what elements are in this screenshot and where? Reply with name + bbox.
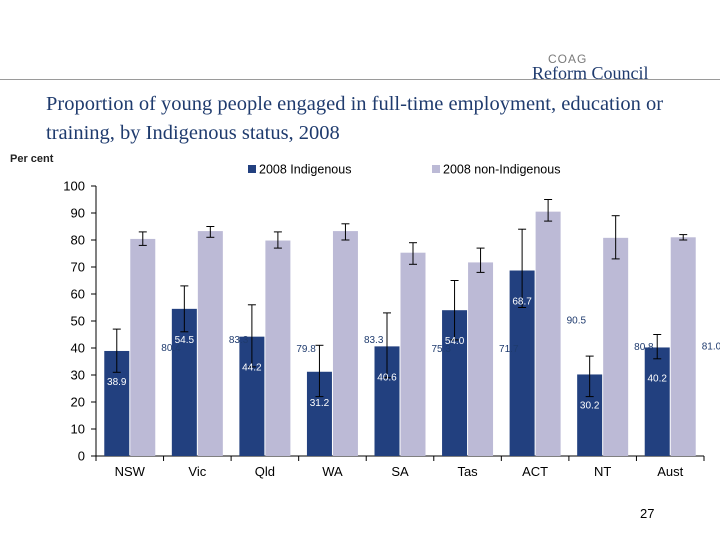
header-divider <box>0 79 720 80</box>
legend-swatch <box>248 165 256 173</box>
data-label: 80.8 <box>634 342 654 353</box>
x-tick-label: NT <box>594 464 611 479</box>
data-label: 75.3 <box>432 344 452 355</box>
x-tick-label: Aust <box>657 464 683 479</box>
data-label: 30.2 <box>580 400 600 411</box>
y-tick-label: 20 <box>71 395 85 410</box>
y-tick-label: 100 <box>63 179 85 194</box>
bar-non-indigenous <box>670 237 696 456</box>
y-tick-label: 0 <box>78 449 85 464</box>
data-label: 90.5 <box>567 316 587 327</box>
data-label: 68.7 <box>512 297 532 308</box>
y-tick-label: 40 <box>71 341 85 356</box>
bar-non-indigenous <box>400 252 426 456</box>
bar-non-indigenous <box>332 231 358 456</box>
bar-non-indigenous <box>197 231 223 456</box>
data-label: 40.6 <box>377 372 397 383</box>
y-tick-label: 50 <box>71 314 85 329</box>
data-label: 79.8 <box>296 344 316 355</box>
data-label: 44.2 <box>242 363 262 374</box>
data-label: 38.9 <box>107 377 127 388</box>
x-tick-label: NSW <box>115 464 146 479</box>
bar-non-indigenous <box>265 240 291 456</box>
x-tick-label: Qld <box>255 464 275 479</box>
y-tick-label: 60 <box>71 287 85 302</box>
data-label: 83.3 <box>364 335 384 346</box>
x-tick-label: Vic <box>188 464 206 479</box>
data-label: 83.3 <box>229 335 249 346</box>
bar-non-indigenous <box>603 237 629 456</box>
x-tick-label: SA <box>391 464 409 479</box>
bar-non-indigenous <box>535 211 561 456</box>
x-tick-label: ACT <box>522 464 548 479</box>
data-label: 40.2 <box>647 373 667 384</box>
data-label: 54.0 <box>445 336 465 347</box>
legend-swatch <box>432 165 440 173</box>
data-label: 54.5 <box>175 335 195 346</box>
y-tick-label: 90 <box>71 206 85 221</box>
slide-title: Proportion of young people engaged in fu… <box>46 93 664 144</box>
y-tick-label: 80 <box>71 233 85 248</box>
bar-indigenous <box>171 308 197 456</box>
data-label: 81.0 <box>702 341 720 352</box>
legend-label: 2008 non-Indigenous <box>443 163 560 177</box>
data-label: 31.2 <box>310 398 330 409</box>
page-number: 27 <box>640 506 655 521</box>
x-tick-label: WA <box>322 464 343 479</box>
y-axis-unit-label: Per cent <box>10 153 54 165</box>
bar-non-indigenous <box>130 238 156 456</box>
y-tick-label: 30 <box>71 368 85 383</box>
logo-reform-council-text: Reform Council <box>532 63 649 83</box>
data-label: 80.4 <box>161 343 181 354</box>
data-label: 71.7 <box>499 344 519 355</box>
bar-non-indigenous <box>468 262 494 456</box>
bar-indigenous <box>644 347 670 456</box>
logo-coag-text: COAG <box>548 52 588 66</box>
y-tick-label: 70 <box>71 260 85 275</box>
x-tick-label: Tas <box>457 464 478 479</box>
legend-label: 2008 Indigenous <box>259 163 351 177</box>
y-tick-label: 10 <box>71 422 85 437</box>
